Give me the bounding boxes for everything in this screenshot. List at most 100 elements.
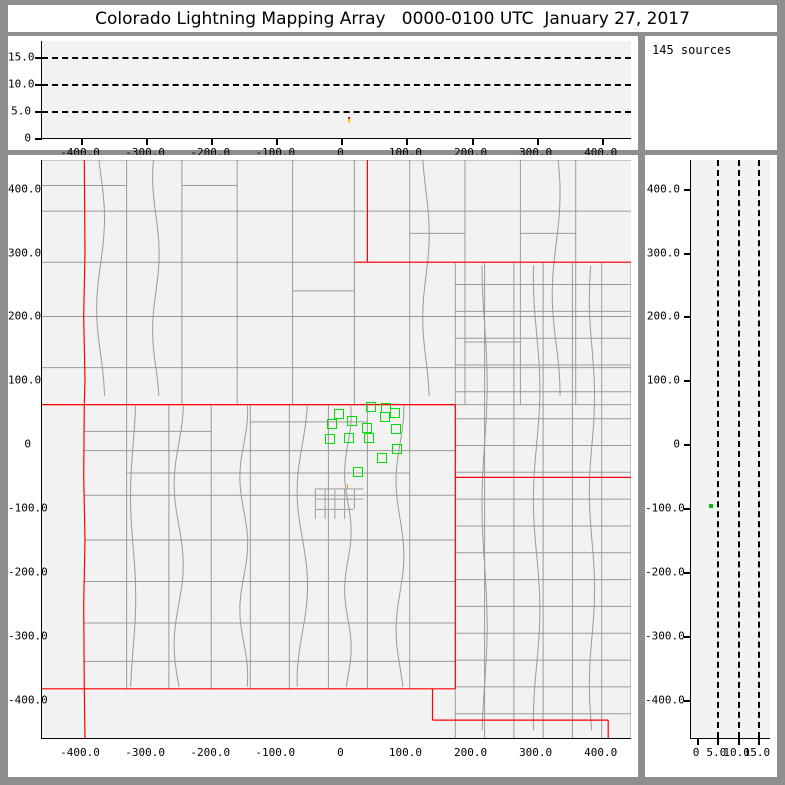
x-axis-tick xyxy=(406,138,409,145)
data-point-source xyxy=(363,432,374,443)
border-path xyxy=(130,405,137,687)
grid-line-horizontal xyxy=(42,57,631,60)
border-path xyxy=(173,405,184,687)
x-axis-label: 200.0 xyxy=(453,746,488,759)
y-axis-label: 5.0 xyxy=(11,104,31,118)
x-axis-tick xyxy=(471,138,474,145)
data-point-highlight xyxy=(347,483,349,489)
y-axis-tick xyxy=(35,111,42,114)
y-axis-label: -400.0 xyxy=(8,693,48,707)
border-path xyxy=(344,405,352,687)
y-axis-label: 10.0 xyxy=(8,77,35,91)
data-point-source xyxy=(347,119,350,124)
y-axis-tick xyxy=(41,444,42,446)
y-axis-tick xyxy=(35,138,42,140)
data-point-source xyxy=(379,412,390,423)
grid-line-vertical xyxy=(757,160,760,738)
data-point-source xyxy=(334,409,345,420)
y-axis-label: -100.0 xyxy=(645,501,685,515)
source-count-panel: 145 sources xyxy=(645,36,777,150)
x-axis-tick xyxy=(81,138,84,145)
x-axis-label: 0 xyxy=(337,746,344,759)
data-point-source xyxy=(346,416,357,427)
x-axis-label: -200.0 xyxy=(190,746,231,759)
x-axis-label: 0 xyxy=(692,746,700,759)
state-border-layer xyxy=(42,160,631,738)
y-axis-label: 100.0 xyxy=(8,373,42,387)
y-axis-tick xyxy=(684,252,691,255)
x-axis-label: 5.0 xyxy=(706,746,727,759)
y-axis-label: 400.0 xyxy=(8,182,42,196)
x-axis-tick xyxy=(717,738,720,745)
x-axis-tick xyxy=(146,738,148,739)
x-axis-tick xyxy=(737,738,740,745)
time-altitude-panel: 0 5.0 10.0 15.0 -400.0 -300.0 -200.0 -100.0 0 100… xyxy=(8,36,638,159)
x-axis-tick xyxy=(276,138,279,145)
x-axis-tick xyxy=(341,738,343,739)
data-point-source xyxy=(347,116,350,121)
x-axis-tick xyxy=(276,738,278,739)
x-axis-tick xyxy=(697,738,700,745)
y-axis-tick xyxy=(35,57,42,60)
plan-view-map-panel: -400.0 -300.0 -200.0 -100.0 0 100.0 200.0 300.0… xyxy=(8,155,638,777)
y-axis-label: 0 xyxy=(24,437,31,451)
plan-view-map-plot xyxy=(41,160,631,739)
x-axis-label: -100.0 xyxy=(255,746,296,759)
y-axis-tick xyxy=(41,189,42,191)
county-border-layer xyxy=(42,160,631,738)
time-altitude-plot xyxy=(35,41,631,145)
data-point-source xyxy=(391,423,402,434)
x-axis-tick xyxy=(537,738,539,739)
grid-line-vertical xyxy=(737,160,740,738)
data-point-source xyxy=(366,402,377,413)
y-axis-label: 400.0 xyxy=(646,182,680,196)
y-axis-tick xyxy=(684,316,691,319)
y-axis-tick xyxy=(41,380,42,382)
x-axis-tick xyxy=(211,738,213,739)
data-point-source xyxy=(381,402,392,413)
data-point-source xyxy=(361,422,372,433)
border-path xyxy=(83,160,86,738)
data-point-source xyxy=(392,443,403,454)
x-axis-label: -300.0 xyxy=(125,746,165,759)
y-axis-label: -300.0 xyxy=(645,629,685,643)
y-axis-label: 15.0 xyxy=(8,50,35,64)
border-path xyxy=(239,405,249,687)
y-axis-tick xyxy=(35,84,42,87)
x-axis-tick xyxy=(472,738,474,739)
y-axis-label: 100.0 xyxy=(646,373,680,387)
data-point-source xyxy=(352,467,363,478)
y-axis-tick xyxy=(41,253,42,255)
x-axis-tick xyxy=(536,138,539,145)
y-axis-tick xyxy=(684,571,691,574)
data-point-source xyxy=(708,503,713,508)
border-path xyxy=(422,160,430,396)
border-path xyxy=(532,265,541,731)
y-axis-tick xyxy=(684,508,691,511)
x-axis-tick xyxy=(406,738,408,739)
x-axis-tick xyxy=(602,738,604,739)
x-axis-label: 0 xyxy=(337,146,344,159)
border-path xyxy=(296,405,308,687)
x-axis-label: -400.0 xyxy=(60,746,100,759)
y-axis-label: -400.0 xyxy=(645,693,685,707)
x-axis-tick xyxy=(211,138,214,145)
x-axis-tick xyxy=(341,138,344,145)
x-axis-label: 400.0 xyxy=(584,746,618,759)
border-path xyxy=(481,265,488,731)
border-path xyxy=(588,265,596,731)
altitude-vs-y-plot xyxy=(684,160,770,745)
y-axis-label: 0 xyxy=(24,131,31,145)
y-axis-label: -200.0 xyxy=(8,565,48,579)
y-axis-label: -200.0 xyxy=(645,565,685,579)
x-axis-tick xyxy=(81,738,83,739)
y-axis-tick xyxy=(684,380,691,383)
altitude-vs-y-panel: -400.0 -300.0 -200.0 -100.0 0 100.0 200.0 300.0… xyxy=(645,155,777,777)
data-point-source xyxy=(343,432,354,443)
border-path xyxy=(152,160,160,396)
data-point-source xyxy=(326,419,337,430)
grid-line-horizontal xyxy=(42,111,631,114)
y-axis-label: 0 xyxy=(673,437,680,451)
y-axis-tick xyxy=(41,316,42,318)
